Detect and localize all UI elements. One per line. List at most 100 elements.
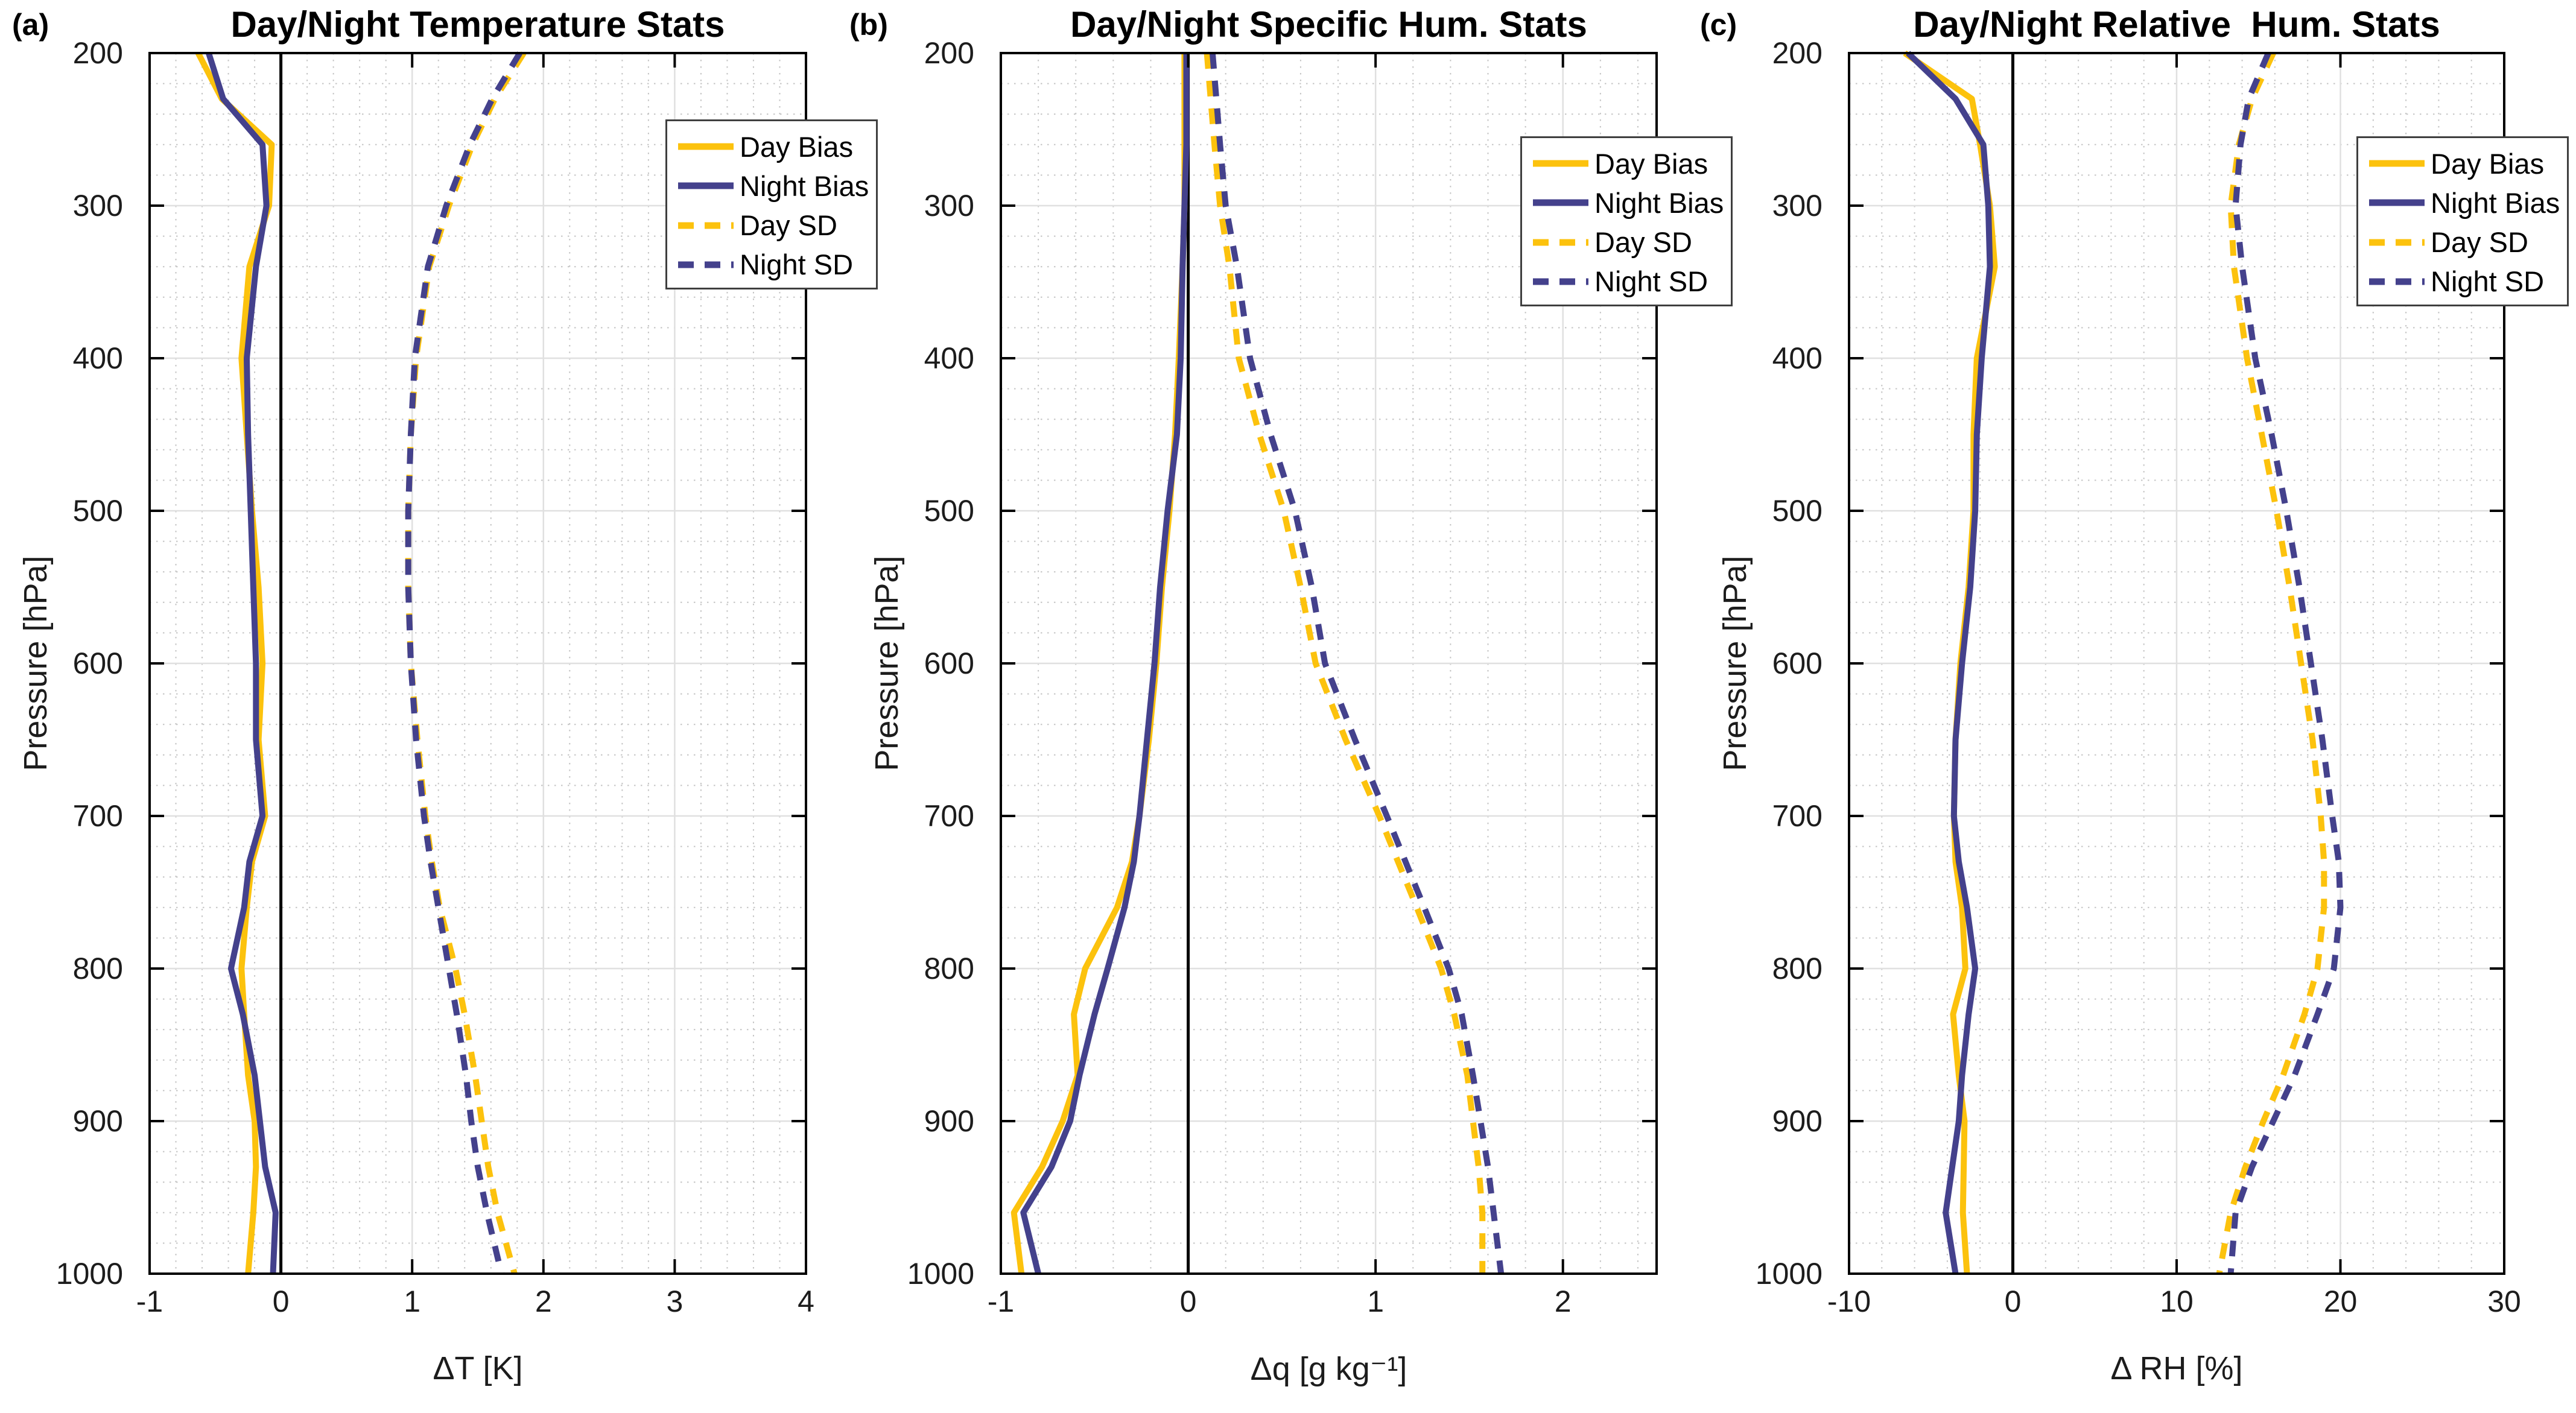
x-tick-label-a-3: 3 [666, 1285, 684, 1318]
x-axis-label-b: Δq [g kg⁻¹] [1250, 1351, 1407, 1387]
y-tick-label-c-900: 900 [1772, 1104, 1823, 1138]
panel-letter-c: (c) [1700, 8, 1737, 42]
y-tick-label-b-400: 400 [924, 341, 974, 375]
legend-item-day_sd: Day SD [1531, 223, 1726, 262]
y-tick-label-c-800: 800 [1772, 952, 1823, 985]
x-tick-label-c-20: 20 [2323, 1285, 2358, 1318]
legend-label-night_sd: Night SD [1594, 265, 1708, 298]
legend-item-night_sd: Night SD [2367, 262, 2562, 301]
panel-letter-b: (b) [849, 8, 888, 42]
x-tick-label-c-0: 0 [2004, 1285, 2022, 1318]
legend-swatch-dashed-night-icon [1533, 278, 1588, 285]
y-tick-label-b-700: 700 [924, 799, 974, 833]
panel-title-c: Day/Night Relative Hum. Stats [1913, 4, 2440, 45]
legend-label-day_sd: Day SD [740, 209, 837, 242]
x-tick-label-b-2: 2 [1554, 1285, 1572, 1318]
y-tick-label-c-200: 200 [1772, 36, 1823, 70]
legend-swatch-dashed-night-icon [678, 261, 734, 268]
legend-b: Day Bias Night Bias Day SD Night SD [1520, 136, 1733, 306]
legend-c: Day Bias Night Bias Day SD Night SD [2356, 136, 2569, 306]
legend-label-night_bias: Night Bias [1594, 186, 1724, 219]
y-tick-label-a-900: 900 [72, 1104, 123, 1138]
legend-item-night_sd: Night SD [1531, 262, 1726, 301]
legend-swatch-solid-night-icon [2369, 199, 2425, 206]
x-tick-label-b-0: 0 [1179, 1285, 1197, 1318]
legend-label-night_bias: Night Bias [740, 169, 869, 202]
y-tick-label-a-400: 400 [72, 341, 123, 375]
y-tick-label-a-500: 500 [72, 494, 123, 528]
y-tick-label-a-600: 600 [72, 646, 123, 680]
legend-swatch-dashed-day-icon [1533, 239, 1588, 246]
x-tick-label-a-4: 4 [798, 1285, 814, 1318]
night_sd-line-c [2227, 52, 2344, 1274]
x-axis-label-c: Δ RH [%] [2110, 1350, 2243, 1386]
day_sd-line-b [1204, 52, 1486, 1274]
legend-item-day_bias: Day Bias [1531, 144, 1726, 183]
legend-label-day_sd: Day SD [1594, 226, 1692, 259]
legend-item-night_sd: Night SD [676, 245, 871, 284]
panel-letter-a: (a) [12, 8, 49, 42]
x-tick-label-b-1: 1 [1367, 1285, 1385, 1318]
legend-label-day_bias: Day Bias [2431, 147, 2545, 180]
legend-swatch-dashed-day-icon [678, 222, 734, 229]
y-tick-label-c-400: 400 [1772, 341, 1823, 375]
y-tick-label-c-300: 300 [1772, 189, 1823, 223]
panel-plot-b [1000, 52, 1658, 1275]
legend-swatch-solid-day-icon [1533, 160, 1588, 167]
y-tick-label-b-800: 800 [924, 952, 974, 985]
x-tick-label-a--1: -1 [136, 1285, 163, 1318]
panel-title-a: Day/Night Temperature Stats [230, 4, 725, 45]
legend-swatch-dashed-night-icon [2369, 278, 2425, 285]
y-tick-label-b-200: 200 [924, 36, 974, 70]
night_bias-line-c [1906, 51, 1993, 1274]
legend-item-day_sd: Day SD [2367, 223, 2562, 262]
y-tick-label-b-1000: 1000 [907, 1257, 974, 1291]
legend-a: Day Bias Night Bias Day SD Night SD [665, 119, 878, 289]
y-tick-label-c-1000: 1000 [1755, 1257, 1823, 1291]
x-tick-label-c-30: 30 [2487, 1285, 2521, 1318]
legend-label-night_bias: Night Bias [2431, 186, 2560, 219]
y-tick-label-c-600: 600 [1772, 646, 1823, 680]
y-tick-label-c-500: 500 [1772, 494, 1823, 528]
x-tick-label-a-2: 2 [535, 1285, 552, 1318]
x-axis-label-a: ΔT [K] [433, 1350, 523, 1386]
x-tick-label-a-1: 1 [404, 1285, 421, 1318]
y-tick-label-b-900: 900 [924, 1104, 974, 1138]
night_sd-line-a [405, 51, 522, 1275]
panel-title-b: Day/Night Specific Hum. Stats [1070, 4, 1587, 45]
legend-item-night_bias: Night Bias [676, 166, 871, 205]
legend-label-day_bias: Day Bias [740, 130, 854, 163]
y-tick-label-c-700: 700 [1772, 799, 1823, 833]
night_bias-line-a [206, 52, 279, 1274]
legend-swatch-solid-night-icon [678, 182, 734, 189]
y-tick-label-a-1000: 1000 [56, 1257, 123, 1291]
y-tick-label-a-300: 300 [72, 189, 123, 223]
legend-label-day_bias: Day Bias [1594, 147, 1708, 180]
x-tick-label-a-0: 0 [272, 1285, 290, 1318]
legend-swatch-solid-night-icon [1533, 199, 1588, 206]
x-tick-label-b--1: -1 [987, 1285, 1015, 1318]
legend-item-night_bias: Night Bias [1531, 183, 1726, 222]
x-tick-label-c--10: -10 [1827, 1285, 1871, 1318]
legend-swatch-dashed-day-icon [2369, 239, 2425, 246]
night_bias-line-b [1020, 53, 1190, 1275]
panel-plot-c [1848, 50, 2505, 1275]
night_sd-line-b [1209, 52, 1505, 1274]
legend-label-night_sd: Night SD [2431, 265, 2545, 298]
legend-item-day_sd: Day SD [676, 206, 871, 245]
y-tick-label-b-300: 300 [924, 189, 974, 223]
legend-swatch-solid-day-icon [2369, 160, 2425, 167]
x-tick-label-c-10: 10 [2160, 1285, 2194, 1318]
panel-plot-a [148, 51, 807, 1275]
y-tick-label-b-500: 500 [924, 494, 974, 528]
legend-label-night_sd: Night SD [740, 248, 854, 281]
legend-swatch-solid-day-icon [678, 143, 734, 150]
legend-item-day_bias: Day Bias [2367, 144, 2562, 183]
y-tick-label-b-600: 600 [924, 646, 974, 680]
legend-item-night_bias: Night Bias [2367, 183, 2562, 222]
y-tick-label-a-700: 700 [72, 799, 123, 833]
day_sd-line-c [2216, 51, 2327, 1274]
legend-label-day_sd: Day SD [2431, 226, 2528, 259]
